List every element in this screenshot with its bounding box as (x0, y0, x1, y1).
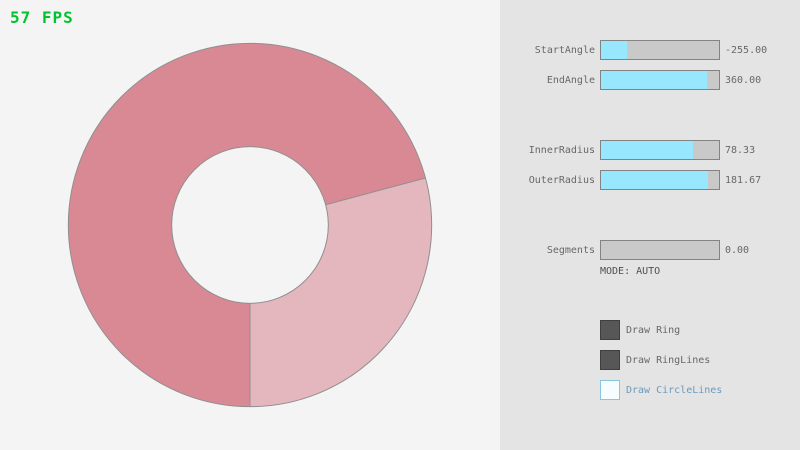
outer-radius-slider-fill (601, 171, 709, 189)
control-panel: StartAngle -255.00 EndAngle 360.00 Inner… (500, 0, 800, 450)
segments-row: Segments 0.00 (500, 240, 800, 260)
start-angle-slider-fill (601, 41, 627, 59)
end-angle-slider-fill (601, 71, 708, 89)
ring-inner-circle-line (171, 146, 329, 304)
segments-label: Segments (546, 244, 595, 256)
start-angle-label: StartAngle (534, 44, 595, 56)
draw-circlelines-label: Draw CircleLines (626, 384, 723, 396)
inner-radius-row: InnerRadius 78.33 (500, 140, 800, 160)
outer-radius-slider[interactable] (600, 170, 720, 190)
draw-circlelines-row: Draw CircleLines (600, 380, 722, 400)
fps-counter: 57 FPS (10, 8, 74, 27)
segments-value: 0.00 (725, 244, 750, 256)
end-angle-value: 360.00 (725, 74, 762, 86)
start-angle-slider[interactable] (600, 40, 720, 60)
draw-ringlines-row: Draw RingLines (600, 350, 710, 370)
draw-ringlines-label: Draw RingLines (626, 354, 711, 366)
draw-circlelines-checkbox[interactable] (600, 380, 620, 400)
draw-ring-row: Draw Ring (600, 320, 680, 340)
mode-label: MODE: AUTO (600, 266, 661, 277)
end-angle-label: EndAngle (546, 74, 595, 86)
outer-radius-label: OuterRadius (528, 174, 595, 186)
outer-radius-row: OuterRadius 181.67 (500, 170, 800, 190)
draw-ringlines-checkbox[interactable] (600, 350, 620, 370)
draw-ring-label: Draw Ring (626, 324, 681, 336)
end-angle-slider[interactable] (600, 70, 720, 90)
ring-drawing (67, 42, 433, 408)
inner-radius-label: InnerRadius (528, 144, 595, 156)
inner-radius-slider-fill (601, 141, 694, 159)
ring-light-segment (250, 177, 432, 407)
start-angle-row: StartAngle -255.00 (500, 40, 800, 60)
inner-radius-value: 78.33 (725, 144, 756, 156)
start-angle-value: -255.00 (725, 44, 768, 56)
draw-ring-checkbox[interactable] (600, 320, 620, 340)
ring-radial-line-right (325, 177, 426, 206)
segments-slider[interactable] (600, 240, 720, 260)
inner-radius-slider[interactable] (600, 140, 720, 160)
end-angle-row: EndAngle 360.00 (500, 70, 800, 90)
ring-lines (67, 42, 433, 408)
outer-radius-value: 181.67 (725, 174, 762, 186)
